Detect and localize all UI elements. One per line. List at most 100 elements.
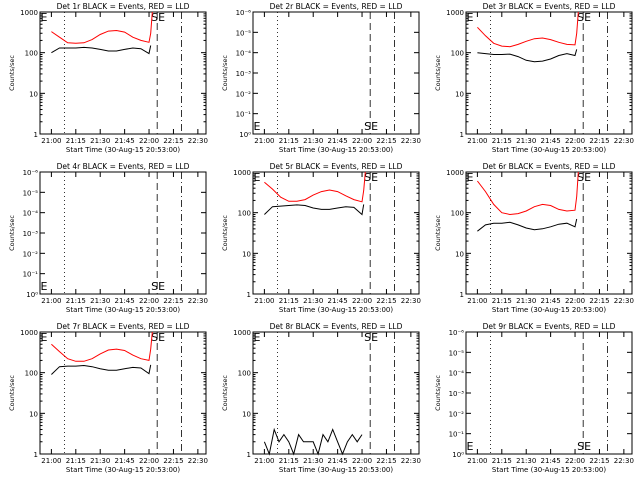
x-tick-label: 22:15	[589, 457, 609, 465]
y-axis-label: Counts/sec	[221, 55, 229, 91]
y-tick-label: 1000	[446, 9, 464, 17]
lld-series-line	[477, 11, 579, 48]
detector-panel: Det 8r BLACK = Events, RED = LLD 1 10 100 10…	[221, 322, 421, 474]
x-tick-label: 21:45	[115, 137, 135, 145]
events-series-line	[51, 45, 152, 55]
x-tick-label: 21:45	[115, 457, 135, 465]
x-tick-label: 21:15	[492, 457, 512, 465]
detector-panel: Det 6r BLACK = Events, RED = LLD 1 10 100 10…	[434, 162, 634, 314]
x-tick-label: 22:15	[163, 137, 183, 145]
x-tick-label: 21:45	[541, 137, 561, 145]
y-axis-label: Counts/sec	[434, 55, 442, 91]
x-axis-label: Start Time (30-Aug-15 20:53:00)	[492, 466, 606, 474]
x-tick-label: 21:15	[66, 137, 86, 145]
x-tick-label: 21:00	[467, 297, 487, 305]
plot-frame	[252, 331, 420, 455]
x-tick-label: 21:45	[541, 297, 561, 305]
events-series-line	[263, 427, 363, 456]
x-tick-label: 21:30	[516, 137, 536, 145]
detector-panel: Det 2r BLACK = Events, RED = LLD 10⁰ 10⁻¹ 1…	[221, 2, 421, 154]
event-marker-label: E	[254, 171, 261, 184]
x-axis-label: Start Time (30-Aug-15 20:53:00)	[66, 146, 180, 154]
event-marker-label: SE	[577, 11, 591, 24]
detector-panel: Det 1r BLACK = Events, RED = LLD 1 10 100 10…	[8, 2, 208, 154]
panel-title: Det 8r BLACK = Events, RED = LLD	[270, 322, 403, 331]
x-tick-label: 21:30	[516, 457, 536, 465]
x-tick-label: 21:00	[467, 137, 487, 145]
x-tick-label: 22:30	[188, 457, 208, 465]
y-axis-label: Counts/sec	[8, 215, 16, 251]
y-tick-label: 1	[34, 451, 38, 459]
panel-title: Det 9r BLACK = Events, RED = LLD	[483, 322, 616, 331]
plot-frame	[39, 11, 207, 135]
plot-frame	[39, 331, 207, 455]
x-axis-label: Start Time (30-Aug-15 20:53:00)	[492, 306, 606, 314]
x-tick-label: 21:30	[90, 137, 110, 145]
y-tick-label: 10⁻⁶	[23, 169, 39, 177]
y-tick-label: 1000	[446, 169, 464, 177]
x-tick-label: 21:15	[279, 457, 299, 465]
y-axis-label: Counts/sec	[8, 55, 16, 91]
events-series-line	[477, 218, 578, 232]
y-tick-label: 100	[25, 50, 38, 58]
y-tick-label: 100	[238, 210, 251, 218]
x-tick-label: 21:00	[254, 457, 274, 465]
event-marker-label: SE	[577, 440, 591, 453]
x-tick-label: 21:00	[41, 137, 61, 145]
y-tick-label: 10⁻²	[23, 250, 39, 258]
event-marker-label: SE	[577, 171, 591, 184]
y-tick-label: 10⁻³	[449, 390, 465, 398]
y-tick-label: 10⁰	[452, 451, 464, 459]
y-tick-label: 10⁻⁶	[449, 329, 465, 337]
y-tick-label: 100	[25, 370, 38, 378]
y-tick-label: 1000	[20, 329, 38, 337]
event-marker-label: SE	[364, 171, 378, 184]
events-series-line	[51, 364, 152, 375]
x-tick-label: 21:30	[90, 297, 110, 305]
panel-title: Det 3r BLACK = Events, RED = LLD	[483, 2, 616, 11]
panel-title: Det 4r BLACK = Events, RED = LLD	[57, 162, 190, 171]
x-tick-label: 22:15	[376, 137, 396, 145]
x-tick-label: 22:15	[589, 137, 609, 145]
x-tick-label: 21:30	[90, 457, 110, 465]
y-axis-label: Counts/sec	[434, 375, 442, 411]
x-tick-label: 22:00	[565, 297, 585, 305]
lld-series-line	[51, 11, 153, 44]
y-tick-label: 10	[29, 410, 38, 418]
x-tick-label: 21:45	[328, 297, 348, 305]
x-tick-label: 21:30	[303, 297, 323, 305]
y-tick-label: 10⁻⁵	[449, 349, 465, 357]
y-tick-label: 10⁻²	[236, 90, 252, 98]
x-axis-label: Start Time (30-Aug-15 20:53:00)	[492, 146, 606, 154]
x-tick-label: 21:15	[66, 457, 86, 465]
lld-series-line	[477, 171, 579, 216]
x-tick-label: 21:00	[41, 297, 61, 305]
x-tick-label: 22:15	[376, 297, 396, 305]
x-axis-label: Start Time (30-Aug-15 20:53:00)	[279, 306, 393, 314]
x-tick-label: 21:00	[41, 457, 61, 465]
x-tick-label: 21:00	[467, 457, 487, 465]
y-tick-label: 100	[451, 210, 464, 218]
x-tick-label: 21:15	[279, 137, 299, 145]
y-tick-label: 1	[247, 451, 251, 459]
event-marker-label: E	[41, 11, 48, 24]
y-tick-label: 100	[238, 370, 251, 378]
event-marker-label: E	[467, 171, 474, 184]
y-tick-label: 10⁻⁴	[236, 50, 252, 58]
y-tick-label: 1000	[233, 169, 251, 177]
y-axis-label: Counts/sec	[221, 215, 229, 251]
y-tick-label: 10⁻²	[449, 410, 465, 418]
x-tick-label: 22:00	[139, 137, 159, 145]
plot-frame	[465, 171, 633, 295]
y-tick-label: 1000	[233, 329, 251, 337]
x-tick-label: 21:45	[328, 457, 348, 465]
detector-panel: Det 7r BLACK = Events, RED = LLD 1 10 100 10…	[8, 322, 208, 474]
x-tick-label: 22:30	[401, 137, 421, 145]
detector-panel: Det 4r BLACK = Events, RED = LLD 10⁰ 10⁻¹ 1…	[8, 162, 208, 314]
detector-panel: Det 3r BLACK = Events, RED = LLD 1 10 100 10…	[434, 2, 634, 154]
y-axis-label: Counts/sec	[221, 375, 229, 411]
x-tick-label: 21:00	[254, 297, 274, 305]
x-tick-label: 21:45	[115, 297, 135, 305]
x-tick-label: 22:00	[352, 457, 372, 465]
